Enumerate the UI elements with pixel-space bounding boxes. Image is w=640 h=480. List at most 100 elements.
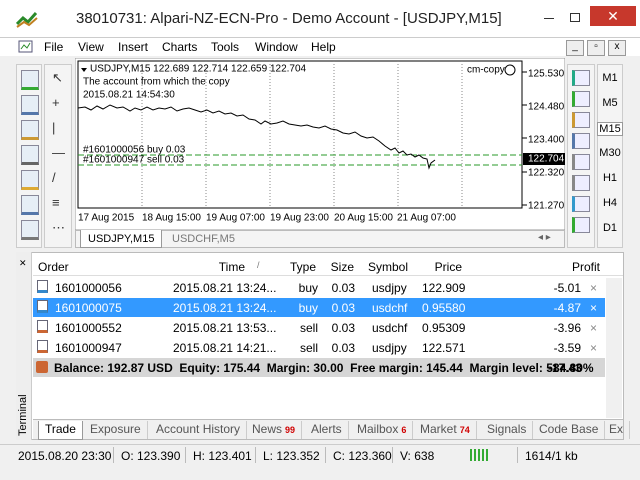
column-header: Type <box>289 260 316 274</box>
chart-tab[interactable]: USDCHF,M5 <box>172 233 235 245</box>
menu-item[interactable]: Window <box>255 40 298 54</box>
toolbar-icon[interactable] <box>572 91 590 107</box>
toolbar-icon[interactable] <box>21 170 39 190</box>
tab-label[interactable]: Market <box>420 422 457 436</box>
terminal-tab[interactable]: News 99 <box>246 421 303 439</box>
terminal-label: Terminal <box>17 394 29 436</box>
toolbar-icon[interactable] <box>572 175 590 191</box>
terminal-tab[interactable]: Signals <box>481 421 534 439</box>
close-order[interactable]: × <box>590 281 598 295</box>
order-row[interactable] <box>33 278 605 297</box>
order-cell: buy <box>298 301 318 315</box>
status-field: C: 123.360 <box>333 449 392 463</box>
menu-item[interactable]: Charts <box>162 40 198 54</box>
timeframe-button[interactable]: M1 <box>602 72 618 84</box>
tab-label[interactable]: Ex <box>609 422 624 436</box>
drawing-toolbar <box>44 64 72 248</box>
order-line-label: #1601000947 sell 0.03 <box>83 155 185 166</box>
tab-label[interactable]: Account History <box>156 422 241 436</box>
toolbar-icon[interactable] <box>21 120 39 140</box>
menu-item[interactable]: View <box>78 40 104 54</box>
close-order[interactable]: × <box>590 301 598 315</box>
tab-label[interactable]: Exposure <box>90 422 141 436</box>
timeframe-toolbar <box>597 64 623 248</box>
tab-label[interactable]: Signals <box>487 422 527 436</box>
toolbar-icon[interactable] <box>572 112 590 128</box>
order-cell: usdjpy <box>372 341 407 355</box>
order-icon <box>37 280 48 293</box>
scrollbar[interactable] <box>606 278 622 418</box>
timeframe-button[interactable]: M15 <box>597 122 623 136</box>
terminal-tab[interactable]: Alerts <box>305 421 349 439</box>
chart-tabs <box>75 230 565 248</box>
draw-tool[interactable]: ≡ <box>52 195 60 210</box>
timeframe-button[interactable]: D1 <box>602 222 618 234</box>
doc-minimize[interactable]: _ <box>566 40 584 56</box>
menu-item[interactable]: Tools <box>211 40 240 54</box>
order-cell: -3.59 <box>553 341 581 355</box>
toolbar-icon[interactable] <box>21 70 39 90</box>
terminal-tab[interactable]: Trade <box>38 421 83 440</box>
menu-item[interactable]: Insert <box>118 40 149 54</box>
toolbar-icon[interactable] <box>572 133 590 149</box>
timeframe-button[interactable]: M30 <box>599 147 621 159</box>
maximize-button[interactable] <box>562 8 588 28</box>
sort-icon[interactable]: / <box>257 260 260 270</box>
status-separator <box>325 447 326 463</box>
terminal-tab[interactable]: Code Base <box>533 421 606 439</box>
menu-item[interactable]: Help <box>311 40 336 54</box>
terminal-tab[interactable]: Ex <box>603 421 631 439</box>
draw-tool[interactable]: / <box>52 170 56 185</box>
toolbar-icon[interactable] <box>21 195 39 215</box>
chart: USDJPY,M15 122.689 122.714 122.659 122.7… <box>75 58 565 230</box>
close-button[interactable]: ✕ <box>590 6 636 26</box>
minimize-button[interactable] <box>536 8 562 28</box>
terminal-tab[interactable]: Exposure <box>84 421 148 439</box>
tab-label[interactable]: Mailbox <box>357 422 399 436</box>
close-order[interactable]: × <box>590 321 598 335</box>
toolbar-icon[interactable] <box>21 95 39 115</box>
tab-label[interactable]: News <box>252 422 283 436</box>
terminal-close[interactable]: ✕ <box>19 258 27 268</box>
order-cell: 1601000075 <box>55 301 122 315</box>
timeframe-button[interactable]: H1 <box>602 172 618 184</box>
chart-comment: The account from which the copy <box>83 77 230 88</box>
menu-item[interactable]: File <box>44 40 64 54</box>
toolbar-icon[interactable] <box>21 220 39 240</box>
draw-tool[interactable]: + <box>52 95 60 110</box>
order-row[interactable] <box>33 338 605 357</box>
tab-label[interactable]: Trade <box>45 422 76 436</box>
terminal-tab[interactable]: Market 74 <box>414 421 477 439</box>
tab-label[interactable]: Alerts <box>311 422 342 436</box>
terminal-tab[interactable]: Mailbox 6 <box>351 421 414 439</box>
draw-tool[interactable]: | <box>52 120 56 135</box>
doc-close[interactable]: x <box>608 40 626 56</box>
order-icon <box>37 340 48 353</box>
tab-label[interactable]: Code Base <box>539 422 599 436</box>
status-field: L: 123.352 <box>263 449 320 463</box>
toolbar-icon[interactable] <box>572 217 590 233</box>
chart-tab[interactable]: USDJPY,M15 <box>88 233 155 245</box>
order-row[interactable] <box>33 298 605 317</box>
time-label: 20 Aug 15:00 <box>334 213 393 224</box>
toolbar-icon[interactable] <box>572 196 590 212</box>
order-row[interactable] <box>33 318 605 337</box>
chart-tab-active[interactable] <box>80 230 162 248</box>
draw-tool[interactable]: — <box>52 145 65 160</box>
order-cell: -3.96 <box>553 321 581 335</box>
order-cell: 0.03 <box>331 301 355 315</box>
draw-tool[interactable]: ↖ <box>52 70 63 85</box>
draw-tool[interactable]: ⋯ <box>52 220 65 235</box>
toolbar-icon[interactable] <box>572 154 590 170</box>
timeframe-button[interactable]: H4 <box>602 197 618 209</box>
terminal-tab[interactable]: Account History <box>150 421 248 439</box>
table-header <box>33 257 623 276</box>
tab-scroll[interactable]: ◂ ▸ <box>538 232 551 243</box>
toolbar-icon[interactable] <box>21 145 39 165</box>
toolbar-icon[interactable] <box>572 70 590 86</box>
close-order[interactable]: × <box>590 341 598 355</box>
timeframe-button[interactable]: M5 <box>602 97 618 109</box>
doc-restore[interactable]: ▫ <box>587 40 605 56</box>
app-icon <box>16 12 38 28</box>
terminal-side <box>16 252 32 440</box>
